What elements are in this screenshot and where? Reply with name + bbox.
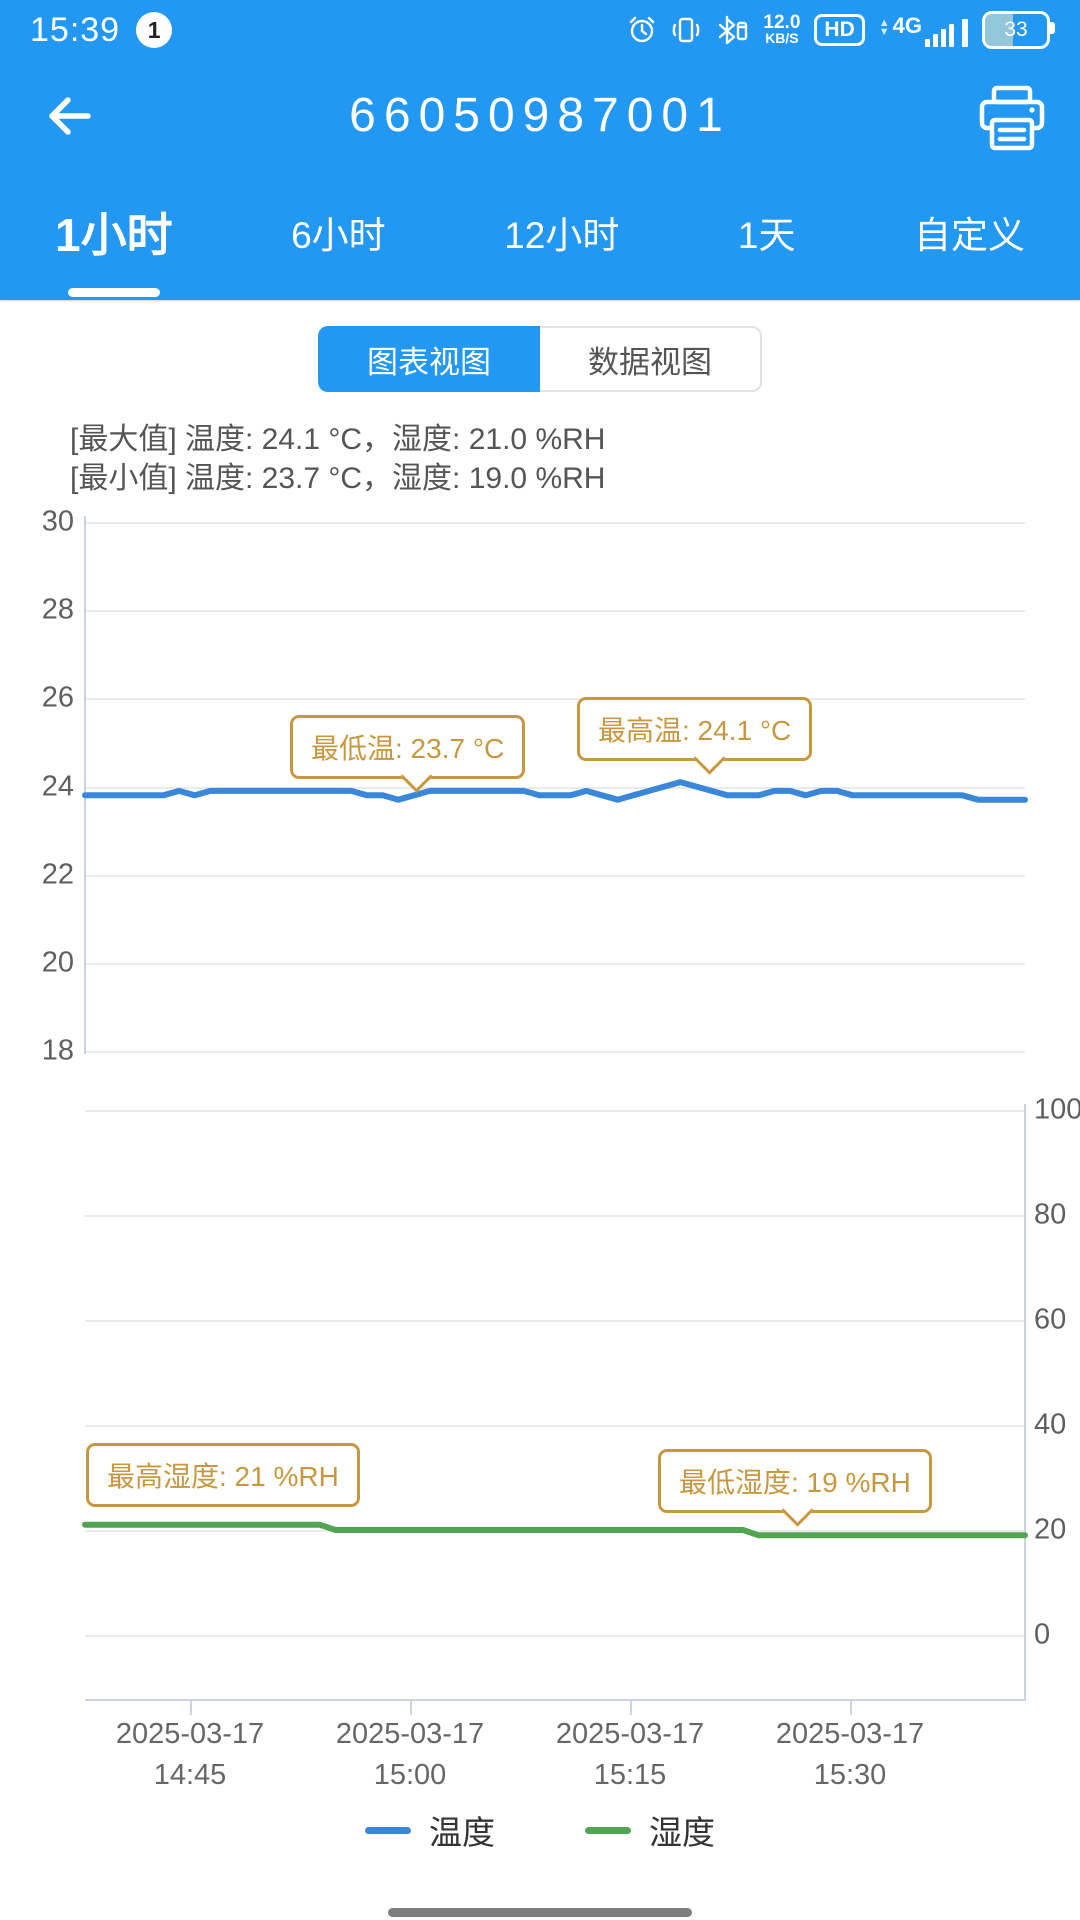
x-axis-tick: [850, 1701, 852, 1715]
stats-summary: [最大值] 温度: 24.1 °C，湿度: 21.0 %RH [最小值] 温度:…: [70, 420, 605, 498]
status-icons: 12.0 KB/S HD ▲ ▼ 4G 33: [627, 11, 1055, 49]
x-axis-label: 2025-03-17 14:45: [115, 1718, 265, 1791]
clock-time: 15:39: [30, 10, 121, 49]
gridline: [85, 1051, 1025, 1053]
tab-6-hours-label: 6小时: [291, 215, 386, 256]
temperature-line-swatch: [365, 1826, 411, 1834]
signal-bar2-icon: [962, 19, 968, 47]
tab-1-hour-label: 1小时: [55, 209, 173, 261]
legend-item-humidity[interactable]: 湿度: [585, 1806, 715, 1854]
gridline: [85, 1215, 1025, 1217]
notification-count-badge: 1: [136, 12, 173, 48]
temp-max-callout: 最高温: 24.1 °C: [577, 697, 813, 775]
gridline: [85, 874, 1025, 877]
x-axis-line: [85, 1699, 1026, 1701]
y-axis-label: 22: [41, 858, 74, 891]
humidity-min-label: 最低湿度: 19 %RH: [679, 1467, 911, 1498]
y-axis-label: 100: [1034, 1093, 1080, 1126]
callout-pointer: [693, 742, 726, 775]
x-axis-tick: [190, 1701, 192, 1715]
tab-1-hour[interactable]: 1小时: [55, 199, 173, 297]
y-axis-label: 0: [1034, 1618, 1051, 1651]
legend-temperature-label: 温度: [429, 1814, 495, 1851]
network-speed-unit: KB/S: [765, 30, 799, 47]
y-axis-label: 28: [41, 593, 74, 626]
tab-1-day-label: 1天: [737, 215, 796, 256]
time-range-tabs: 1小时 6小时 12小时 1天 自定义: [0, 170, 1080, 300]
gridline: [85, 610, 1025, 613]
stats-min-line: [最小值] 温度: 23.7 °C，湿度: 19.0 %RH: [70, 462, 606, 495]
tab-12-hours[interactable]: 12小时: [504, 205, 619, 265]
x-axis-label: 2025-03-17 15:30: [775, 1718, 925, 1791]
legend-humidity-label: 湿度: [649, 1814, 715, 1851]
gridline: [85, 1530, 1025, 1532]
battery-percent: 33: [1004, 18, 1028, 41]
legend-item-temperature[interactable]: 温度: [365, 1806, 495, 1854]
print-button[interactable]: [974, 82, 1050, 154]
y-axis-label: 20: [1034, 1513, 1067, 1546]
network-type-label: 4G: [892, 13, 922, 38]
gridline: [85, 962, 1025, 965]
humidity-y-axis-line: [1024, 1104, 1026, 1701]
top-blue-panel: [0, 0, 1080, 300]
tab-1-day[interactable]: 1天: [738, 205, 796, 265]
y-axis-label: 18: [41, 1034, 74, 1067]
tab-custom[interactable]: 自定义: [914, 205, 1025, 265]
alarm-icon: [627, 15, 657, 45]
gridline: [85, 786, 1025, 789]
data-view-button[interactable]: 数据视图: [540, 326, 762, 392]
x-axis-tick: [630, 1701, 632, 1715]
gridline: [85, 1110, 1025, 1112]
y-axis-label: 40: [1034, 1408, 1067, 1441]
gridline: [85, 1425, 1025, 1427]
tab-custom-label: 自定义: [913, 215, 1025, 256]
app-header: 66050987001: [0, 60, 1080, 170]
x-axis-label: 2025-03-17 15:00: [335, 1718, 485, 1791]
humidity-max-callout: 最高湿度: 21 %RH: [86, 1443, 360, 1507]
vibrate-icon: [671, 15, 701, 45]
data-arrows-icon: ▲ ▼: [878, 17, 890, 39]
stats-max-line: [最大值] 温度: 24.1 °C，湿度: 21.0 %RH: [70, 423, 606, 456]
y-axis-label: 80: [1034, 1198, 1067, 1231]
chart-view-button[interactable]: 图表视图: [318, 326, 540, 392]
home-indicator[interactable]: [388, 1908, 692, 1917]
network-speed-value: 12.0: [763, 12, 801, 34]
temp-min-label: 最低温: 23.7 °C: [311, 733, 505, 764]
y-axis-label: 20: [41, 946, 74, 979]
humidity-min-callout: 最低湿度: 19 %RH: [658, 1449, 932, 1527]
humidity-line-swatch: [585, 1826, 631, 1834]
temp-max-label: 最高温: 24.1 °C: [598, 715, 792, 746]
tab-6-hours[interactable]: 6小时: [291, 205, 386, 265]
humidity-max-label: 最高湿度: 21 %RH: [107, 1461, 339, 1492]
temp-min-callout: 最低温: 23.7 °C: [290, 715, 526, 793]
status-bar: 15:39 1 12.0 KB/S HD ▲ ▼ 4G: [0, 0, 1080, 60]
callout-pointer: [781, 1494, 814, 1527]
active-tab-indicator: [67, 288, 160, 297]
battery-icon: 33: [982, 11, 1055, 49]
page-title: 66050987001: [349, 88, 731, 142]
gridline: [85, 1320, 1025, 1322]
y-axis-label: 30: [41, 505, 74, 538]
y-axis-label: 26: [41, 681, 74, 714]
x-axis-tick: [410, 1701, 412, 1715]
view-toggle: 图表视图 数据视图: [318, 326, 762, 392]
battery-fill: [985, 14, 1013, 46]
signal-bars-icon: [925, 24, 954, 47]
network-speed-indicator: 12.0 KB/S: [763, 12, 801, 47]
x-axis-label: 2025-03-17 15:15: [555, 1718, 705, 1791]
gridline: [85, 522, 1025, 524]
y-axis-label: 60: [1034, 1303, 1067, 1336]
signal-4g-icon: ▲ ▼ 4G: [879, 13, 968, 47]
chart-legend: 温度 湿度: [0, 1806, 1080, 1854]
temp-y-axis-line: [84, 516, 86, 1054]
gridline: [85, 698, 1025, 701]
gridline: [85, 1635, 1025, 1637]
hd-icon: HD: [814, 14, 865, 46]
tab-12-hours-label: 12小时: [504, 215, 620, 256]
back-button[interactable]: [42, 88, 98, 144]
y-axis-label: 24: [41, 770, 74, 802]
bluetooth-icon: [715, 15, 749, 45]
